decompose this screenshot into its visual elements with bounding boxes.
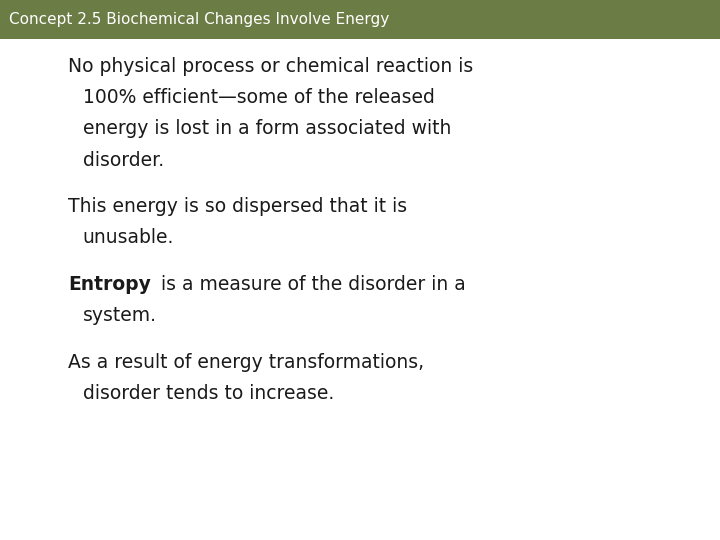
Text: 100% efficient—some of the released: 100% efficient—some of the released [83, 88, 435, 107]
Text: energy is lost in a form associated with: energy is lost in a form associated with [83, 119, 451, 138]
Text: system.: system. [83, 306, 157, 325]
Text: This energy is so dispersed that it is: This energy is so dispersed that it is [68, 197, 408, 216]
Bar [0, 0, 720, 39]
Text: disorder.: disorder. [83, 151, 164, 170]
Text: disorder tends to increase.: disorder tends to increase. [83, 384, 334, 403]
Text: As a result of energy transformations,: As a result of energy transformations, [68, 353, 425, 372]
Text: No physical process or chemical reaction is: No physical process or chemical reaction… [68, 57, 474, 76]
Text: unusable.: unusable. [83, 228, 174, 247]
Text: Entropy: Entropy [68, 275, 151, 294]
Text: Concept 2.5 Biochemical Changes Involve Energy: Concept 2.5 Biochemical Changes Involve … [9, 12, 389, 27]
Text: is a measure of the disorder in a: is a measure of the disorder in a [155, 275, 466, 294]
